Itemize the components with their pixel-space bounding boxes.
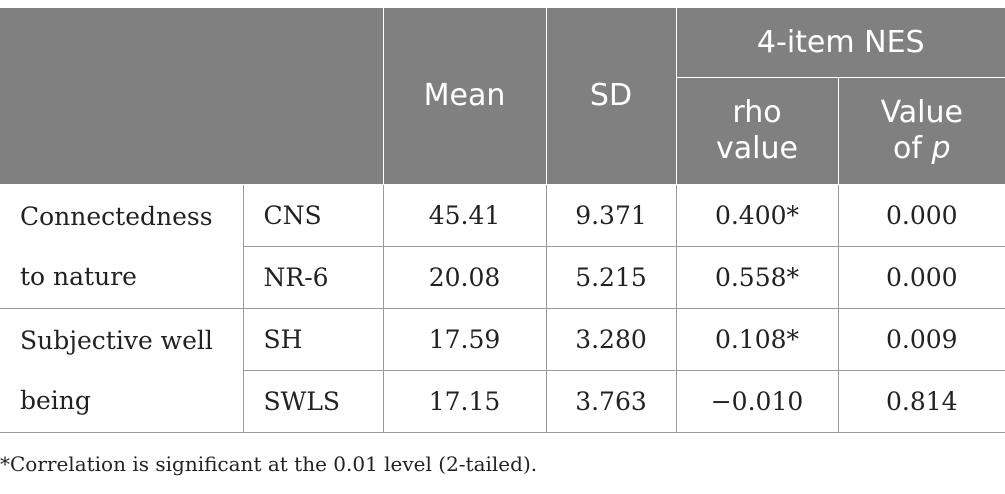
- header-p-line2-prefix: of: [893, 131, 932, 166]
- rho-cell: 0.108*: [676, 308, 839, 371]
- header-rho-value: rho value: [676, 77, 839, 185]
- sd-cell: 9.371: [546, 184, 677, 247]
- sd-cell: 3.763: [546, 370, 677, 433]
- mean-cell: 17.59: [383, 308, 547, 371]
- mean-cell: 20.08: [383, 246, 547, 309]
- header-nes-group: 4-item NES: [676, 8, 1005, 78]
- header-rho-line1: rho: [732, 95, 782, 130]
- header-sd: SD: [546, 8, 677, 185]
- header-blank-cell: [0, 8, 384, 185]
- sd-cell: 5.215: [546, 246, 677, 309]
- p-cell: 0.000: [838, 184, 1005, 247]
- rho-cell: 0.558*: [676, 246, 839, 309]
- rho-cell: 0.400*: [676, 184, 839, 247]
- header-rho-line2: value: [716, 131, 798, 166]
- sd-cell: 3.280: [546, 308, 677, 371]
- statistics-table: Mean SD 4-item NES rho value Value of p …: [0, 8, 1005, 433]
- mean-cell: 17.15: [383, 370, 547, 433]
- measure-cell: SH: [243, 308, 384, 371]
- measure-cell: SWLS: [243, 370, 384, 433]
- group-label-connectedness: Connectedness to nature: [0, 184, 244, 309]
- table-body: Connectedness to nature CNS 45.41 9.371 …: [0, 184, 1005, 433]
- header-p-line1: Value: [880, 95, 963, 130]
- measure-cell: CNS: [243, 184, 384, 247]
- p-cell: 0.009: [838, 308, 1005, 371]
- header-p-variable: p: [931, 131, 951, 166]
- header-mean: Mean: [383, 8, 547, 185]
- measure-cell: NR-6: [243, 246, 384, 309]
- header-p-value: Value of p: [838, 77, 1005, 185]
- p-cell: 0.814: [838, 370, 1005, 433]
- rho-cell: −0.010: [676, 370, 839, 433]
- p-cell: 0.000: [838, 246, 1005, 309]
- table-row: NR-6 20.08 5.215 0.558* 0.000: [0, 246, 1005, 309]
- group-label-wellbeing: Subjective well being: [0, 308, 244, 433]
- table-row: Subjective well being SH 17.59 3.280 0.1…: [0, 308, 1005, 433]
- table-row: SWLS 17.15 3.763 −0.010 0.814: [0, 370, 1005, 433]
- mean-cell: 45.41: [383, 184, 547, 247]
- table-header: Mean SD 4-item NES rho value Value of p: [0, 8, 1005, 185]
- table-row: Connectedness to nature CNS 45.41 9.371 …: [0, 184, 1005, 309]
- table-footnote: *Correlation is significant at the 0.01 …: [0, 452, 538, 476]
